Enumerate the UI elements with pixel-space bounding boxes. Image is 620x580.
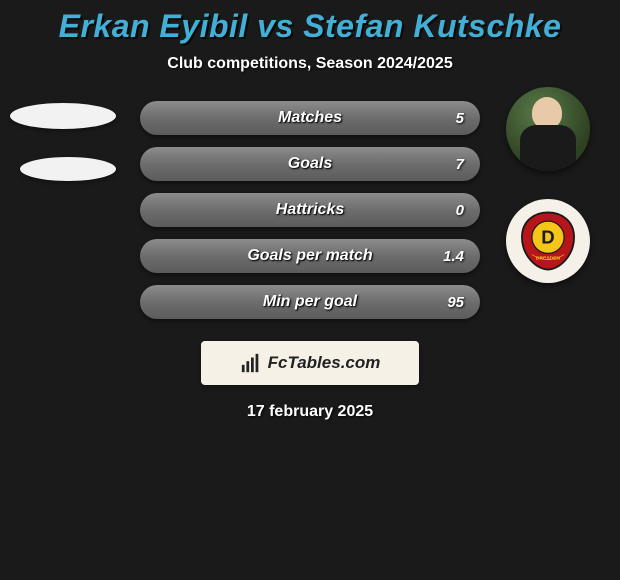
comparison-title: Erkan Eyibil vs Stefan Kutschke — [0, 8, 620, 45]
ellipse-icon — [20, 157, 116, 181]
stat-value-right: 7 — [456, 156, 464, 173]
bar-chart-icon — [240, 352, 262, 374]
stat-label: Min per goal — [263, 293, 357, 311]
stat-value-right: 0 — [456, 202, 464, 219]
branding-text: FcTables.com — [268, 353, 381, 373]
stat-label: Matches — [278, 109, 342, 127]
player-avatar — [506, 87, 590, 171]
stat-pill: Hattricks 0 — [140, 193, 480, 227]
stat-value-right: 1.4 — [443, 248, 464, 265]
club-badge-icon: D DRESDEN — [517, 210, 579, 272]
stat-value-right: 5 — [456, 110, 464, 127]
stat-pill: Goals per match 1.4 — [140, 239, 480, 273]
stat-label: Goals per match — [247, 247, 372, 265]
left-player-placeholder — [10, 103, 116, 181]
club-badge-text: DRESDEN — [536, 256, 561, 262]
stat-pill: Matches 5 — [140, 101, 480, 135]
stat-pill: Min per goal 95 — [140, 285, 480, 319]
season-subtitle: Club competitions, Season 2024/2025 — [0, 55, 620, 73]
infographic-container: Erkan Eyibil vs Stefan Kutschke Club com… — [0, 0, 620, 421]
club-avatar: D DRESDEN — [506, 199, 590, 283]
stat-row: Min per goal 95 — [0, 285, 620, 319]
stat-label: Goals — [288, 155, 332, 173]
right-player-avatars: D DRESDEN — [506, 87, 590, 283]
date-label: 17 february 2025 — [0, 403, 620, 421]
stat-value-right: 95 — [447, 294, 464, 311]
branding-badge: FcTables.com — [201, 341, 419, 385]
svg-text:D: D — [541, 226, 554, 247]
stat-pill: Goals 7 — [140, 147, 480, 181]
stat-label: Hattricks — [276, 201, 344, 219]
ellipse-icon — [10, 103, 116, 129]
stats-area: D DRESDEN Matches 5 Goals 7 Hattricks 0 Goals … — [0, 101, 620, 319]
